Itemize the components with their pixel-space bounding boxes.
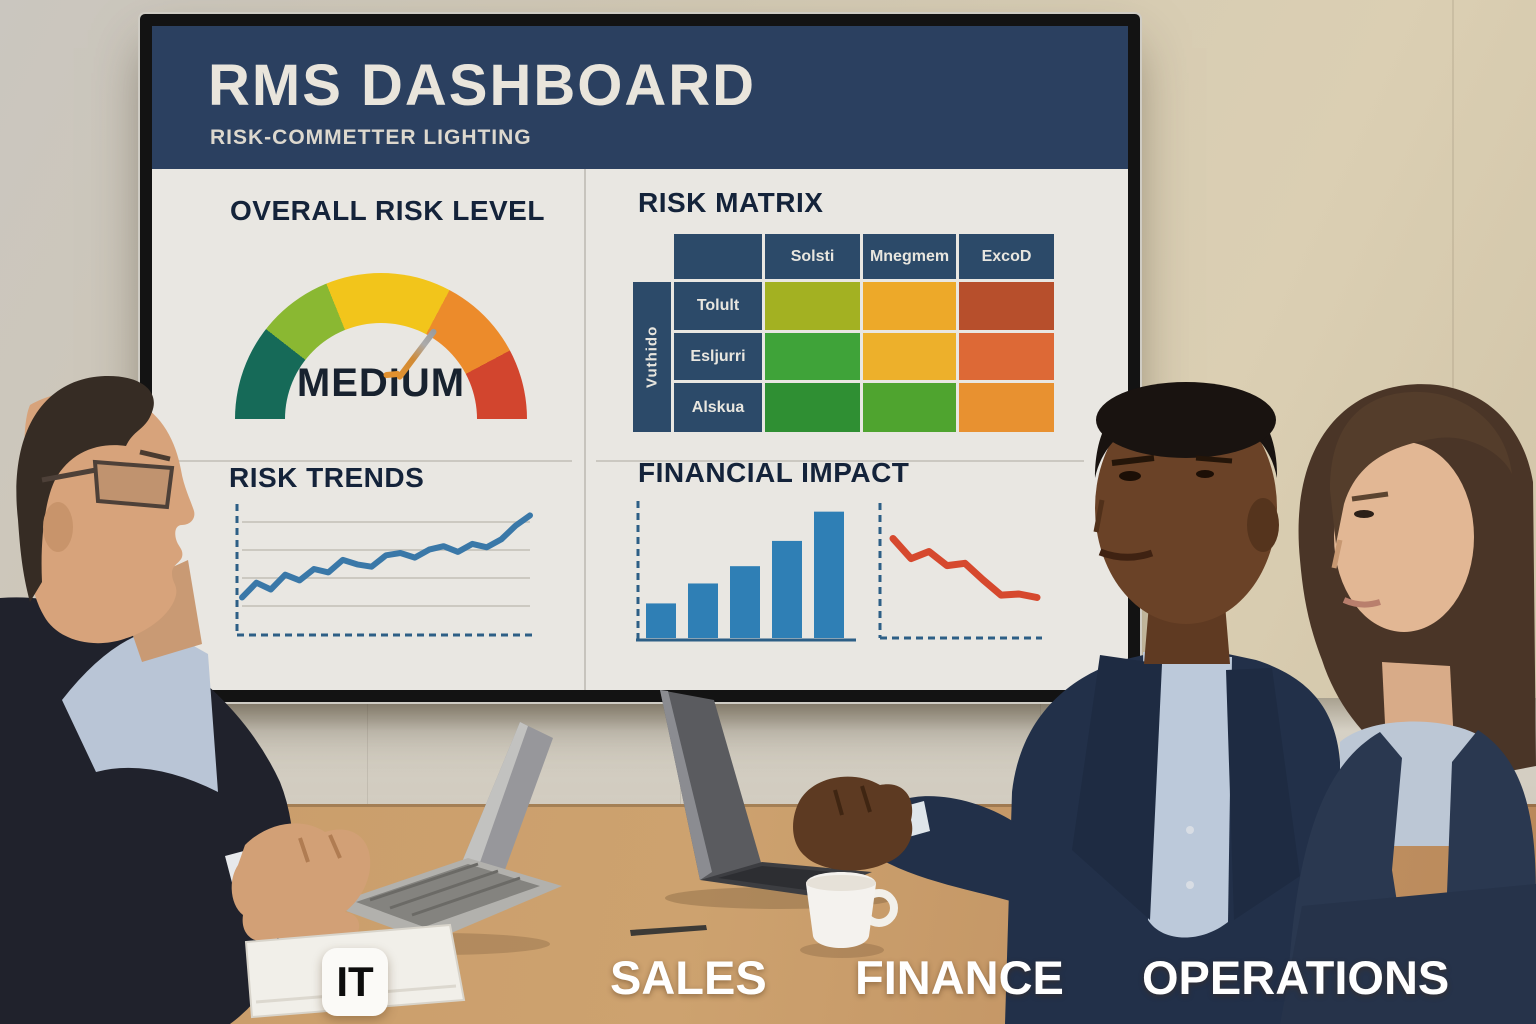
wall-panel-seam bbox=[367, 700, 368, 808]
matrix-corner-header bbox=[674, 234, 762, 279]
matrix-cell bbox=[863, 333, 956, 380]
matrix-column-header: ExcoD bbox=[959, 234, 1054, 279]
dashboard-title: RMS DASHBOARD bbox=[208, 53, 756, 118]
matrix-column-header: Solsti bbox=[765, 234, 860, 279]
financial-bar bbox=[814, 511, 844, 638]
laptop-left bbox=[330, 722, 562, 955]
matrix-cell bbox=[959, 383, 1054, 432]
matrix-row-header: Esljurri bbox=[674, 333, 762, 380]
matrix-cell bbox=[863, 383, 956, 432]
matrix-cell bbox=[765, 282, 860, 330]
gauge-panel-title: OVERALL RISK LEVEL bbox=[230, 195, 545, 226]
risk-trends-chart bbox=[235, 504, 533, 637]
financial-line-chart bbox=[878, 503, 1042, 640]
matrix-panel-title: RISK MATRIX bbox=[638, 187, 824, 218]
label-it-text: IT bbox=[336, 958, 374, 1005]
matrix-column-header: Mnegmem bbox=[863, 234, 956, 279]
risk-matrix-grid: Solsti Mnegmem ExcoD Vuthido Tolult Esljurri A… bbox=[633, 234, 1054, 432]
person-right-man bbox=[793, 382, 1340, 1024]
quadrant-divider-right bbox=[596, 460, 1084, 462]
matrix-cell bbox=[959, 333, 1054, 380]
matrix-cell bbox=[959, 282, 1054, 330]
dashboard-subtitle: RISK-COMMETTER LIGHTING bbox=[210, 126, 532, 149]
financial-bar bbox=[772, 540, 802, 638]
trends-panel-title: RISK TRENDS bbox=[229, 462, 425, 493]
label-finance: FINANCE bbox=[855, 951, 1064, 1004]
quadrant-divider-vertical bbox=[584, 169, 586, 690]
matrix-cell bbox=[863, 282, 956, 330]
financial-panel-title: FINANCIAL IMPACT bbox=[638, 457, 910, 488]
financial-bar bbox=[730, 566, 760, 638]
person-right-woman bbox=[1280, 384, 1536, 1024]
financial-bar bbox=[688, 583, 718, 638]
risk-gauge-value: MEDIUM bbox=[296, 361, 466, 405]
matrix-cell bbox=[765, 333, 860, 380]
risk-gauge: MEDIUM bbox=[235, 273, 527, 420]
dashboard-body: OVERALL RISK LEVEL MEDIUM RISK MATRIX So… bbox=[152, 169, 1128, 690]
financial-decline-line bbox=[889, 535, 1041, 601]
financial-bar bbox=[646, 603, 676, 638]
matrix-cell bbox=[765, 383, 860, 432]
quadrant-divider-left bbox=[174, 460, 572, 462]
label-it: IT bbox=[322, 948, 388, 1016]
matrix-row-header: Tolult bbox=[674, 282, 762, 330]
matrix-row-header: Alskua bbox=[674, 383, 762, 432]
pen bbox=[630, 925, 707, 936]
financial-bar-chart bbox=[636, 501, 856, 642]
person-left-man bbox=[0, 375, 371, 1024]
wall-display: RMS DASHBOARD RISK-COMMETTER LIGHTING OV… bbox=[140, 14, 1140, 702]
label-sales: SALES bbox=[610, 951, 767, 1004]
risk-trends-line bbox=[239, 512, 533, 601]
coffee-cup bbox=[800, 872, 898, 958]
label-operations: OPERATIONS bbox=[1142, 951, 1450, 1004]
dashboard-header: RMS DASHBOARD RISK-COMMETTER LIGHTING bbox=[152, 26, 1128, 169]
